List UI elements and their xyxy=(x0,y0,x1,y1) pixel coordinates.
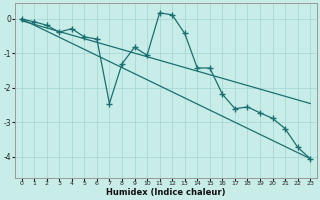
X-axis label: Humidex (Indice chaleur): Humidex (Indice chaleur) xyxy=(106,188,226,197)
